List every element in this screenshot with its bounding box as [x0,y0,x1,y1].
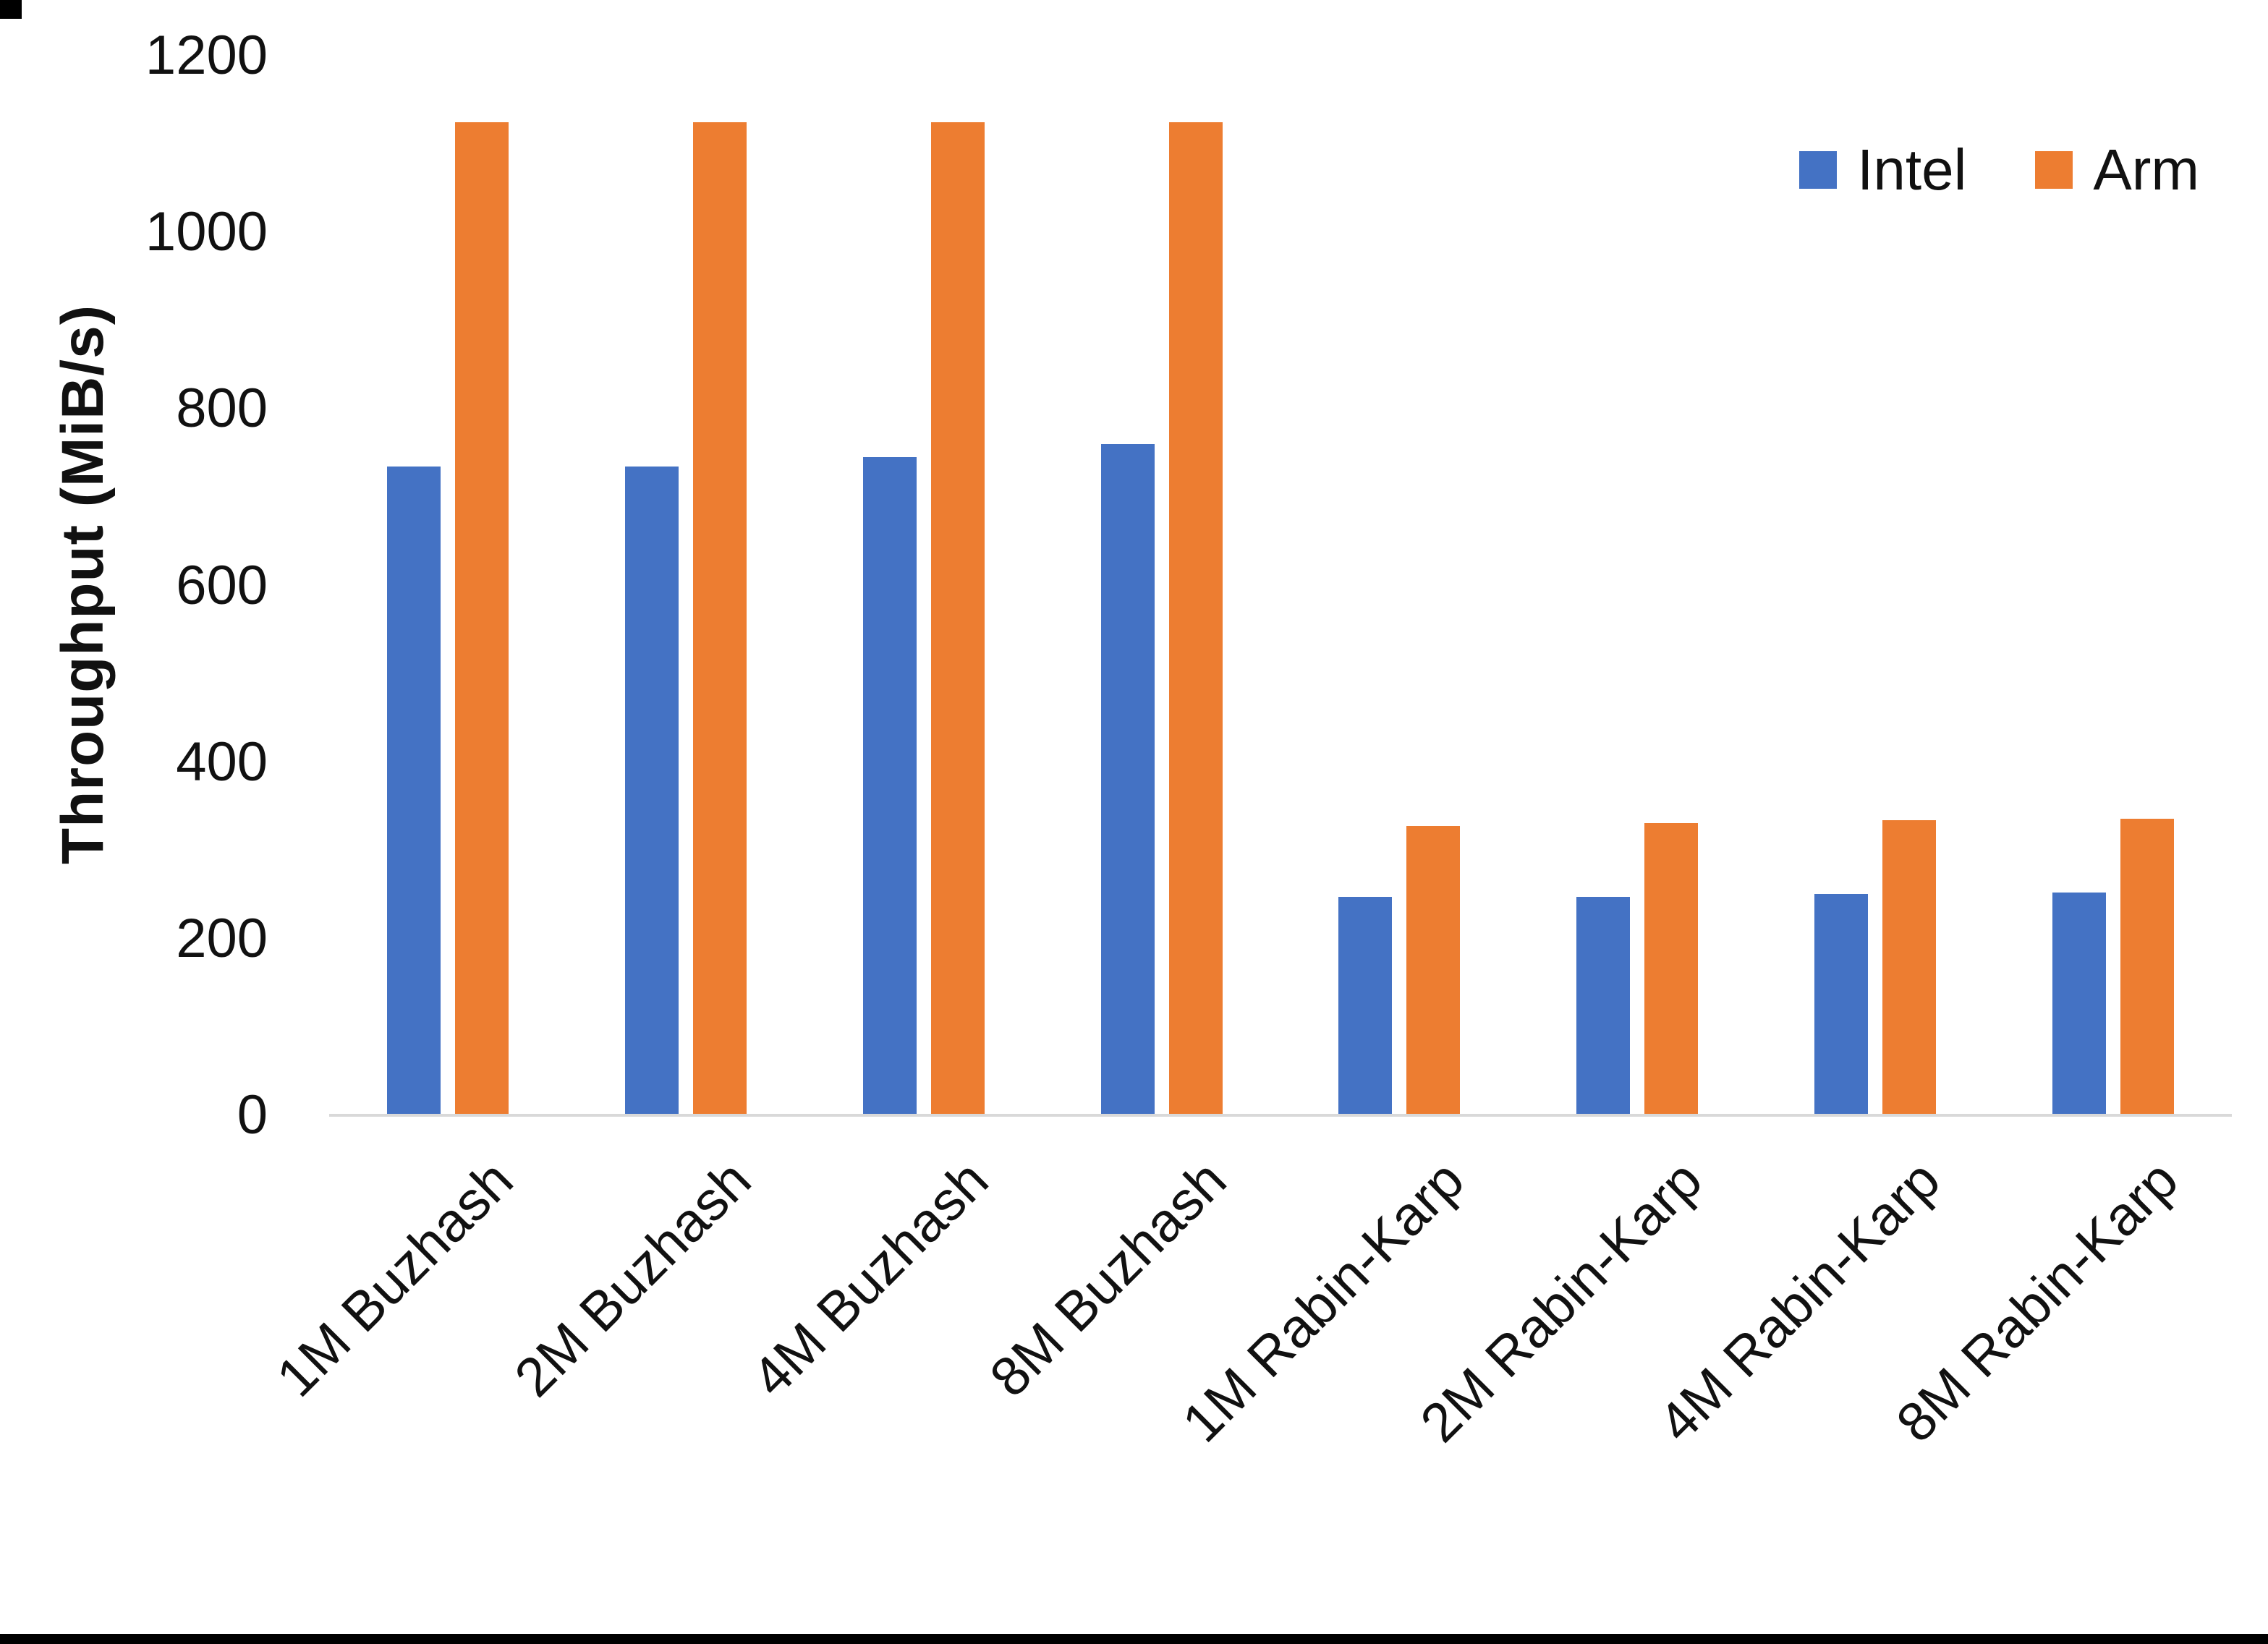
x-category-label: 8M Buzhash [978,1149,1239,1409]
bar-arm-8 [2120,818,2174,1115]
x-axis-line [329,1114,2232,1117]
x-category-label: 1M Buzhash [265,1149,525,1409]
bar-arm-7 [1882,820,1936,1115]
bar-intel-7 [1814,893,1868,1115]
bar-arm-3 [930,122,985,1115]
legend-item-arm: Arm [2035,141,2199,199]
y-tick-label: 1000 [145,201,268,263]
bar-intel-2 [625,466,679,1115]
legend-label: Arm [2093,137,2199,202]
y-tick-label: 200 [176,907,268,969]
legend-item-intel: Intel [1799,141,1966,199]
bar-intel-5 [1338,897,1393,1115]
bar-arm-2 [693,122,747,1115]
bar-intel-3 [862,457,917,1115]
bar-intel-8 [2052,893,2106,1115]
x-category-label: 4M Buzhash [740,1149,1001,1409]
legend-swatch-arm-icon [2035,151,2073,189]
y-tick-label: 600 [176,554,268,616]
bar-intel-4 [1100,444,1155,1115]
legend-swatch-intel-icon [1799,151,1838,189]
bar-intel-6 [1576,897,1631,1115]
window-border-bottom [0,1634,2268,1644]
window-corner-mark [0,0,22,19]
y-tick-label: 400 [176,731,268,793]
bar-arm-4 [1168,122,1223,1115]
x-category-label: 2M Buzhash [503,1149,763,1409]
y-tick-label: 0 [237,1084,268,1146]
bar-arm-1 [455,122,509,1115]
bar-arm-6 [1644,822,1699,1115]
bar-arm-5 [1406,825,1461,1115]
bar-intel-1 [387,466,441,1115]
y-tick-label: 800 [176,378,268,440]
legend: Intel Arm [1799,141,2199,199]
y-tick-label: 1200 [145,25,268,86]
legend-label: Intel [1857,137,1967,202]
